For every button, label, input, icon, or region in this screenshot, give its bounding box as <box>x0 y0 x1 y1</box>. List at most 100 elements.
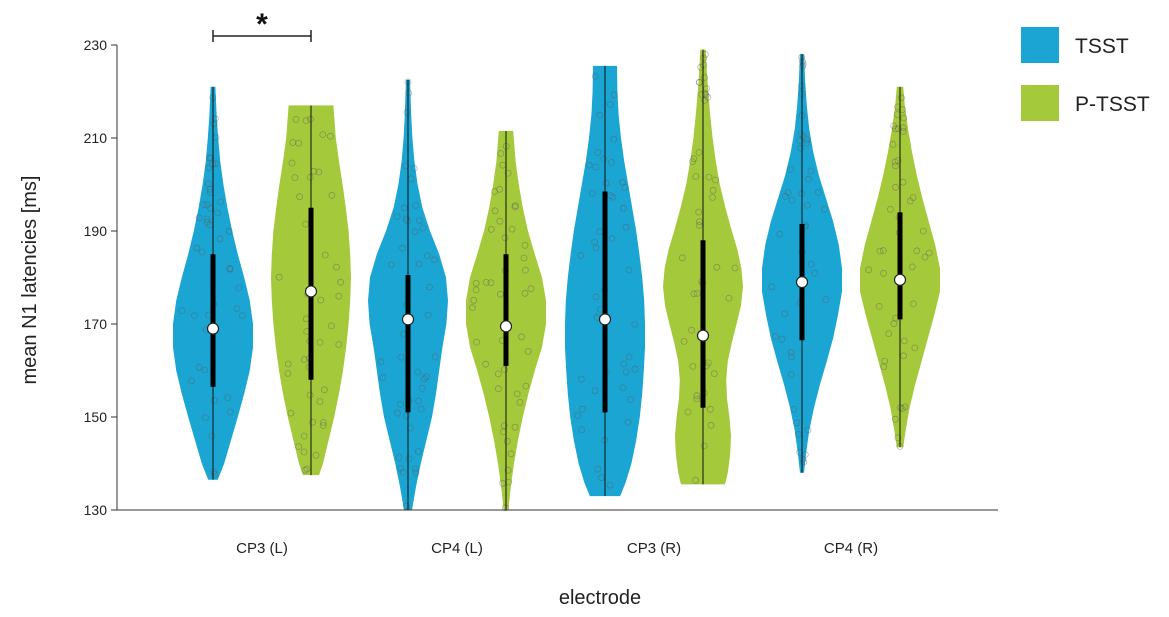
data-point <box>894 125 902 133</box>
data-point <box>335 292 343 300</box>
x-tick-label: CP4 (L) <box>431 540 483 557</box>
data-point <box>619 178 626 186</box>
data-point <box>799 58 806 65</box>
data-point <box>625 266 633 274</box>
data-point <box>885 330 893 338</box>
data-point <box>296 193 304 201</box>
data-point <box>430 256 438 264</box>
data-point <box>178 307 186 315</box>
data-point <box>921 253 929 261</box>
data-point <box>415 260 423 268</box>
data-point <box>709 186 717 194</box>
data-point <box>807 260 815 268</box>
data-point <box>627 396 634 403</box>
data-point <box>527 285 535 293</box>
data-point <box>768 283 776 291</box>
data-point <box>312 451 320 459</box>
data-point <box>501 366 508 374</box>
data-point <box>704 93 712 101</box>
data-point <box>224 394 232 402</box>
data-point <box>710 370 718 378</box>
data-point <box>287 409 295 417</box>
data-point <box>631 320 639 328</box>
data-point <box>319 131 327 139</box>
data-point <box>315 168 323 176</box>
violins <box>173 49 940 512</box>
data-point <box>188 377 196 385</box>
data-point <box>707 421 715 429</box>
data-point <box>501 504 509 512</box>
data-point <box>326 132 334 140</box>
data-point <box>695 79 703 86</box>
data-point <box>210 120 218 128</box>
data-point <box>415 217 423 224</box>
data-point <box>511 202 519 210</box>
data-point <box>335 341 343 348</box>
data-point <box>908 263 916 271</box>
violin-median-marker <box>499 320 513 333</box>
data-point <box>709 193 716 201</box>
data-point <box>894 103 901 111</box>
data-point <box>377 358 385 366</box>
data-point <box>226 264 234 272</box>
data-point <box>713 263 721 271</box>
data-point <box>795 430 802 438</box>
data-point <box>403 108 411 116</box>
data-point <box>689 362 697 370</box>
violin-median-marker <box>696 329 710 342</box>
data-point <box>504 466 512 474</box>
data-point <box>496 290 504 298</box>
data-point <box>594 465 602 473</box>
violin-points <box>768 53 830 466</box>
data-point <box>701 74 708 81</box>
data-point <box>412 465 420 473</box>
data-point <box>470 296 478 304</box>
data-point <box>900 114 908 122</box>
legend-label: P-TSST <box>1075 93 1150 116</box>
data-point <box>190 312 198 320</box>
data-point <box>695 221 703 229</box>
data-point <box>387 261 395 269</box>
data-point <box>208 432 216 440</box>
data-point <box>811 269 818 277</box>
data-point <box>898 405 906 413</box>
data-point <box>631 365 639 373</box>
data-point <box>876 247 884 255</box>
data-point <box>910 300 917 308</box>
data-point <box>887 205 894 213</box>
y-tick-label: 190 <box>84 223 108 239</box>
data-point <box>511 423 519 431</box>
data-point <box>705 173 713 181</box>
data-point <box>706 405 714 413</box>
data-point <box>302 117 310 124</box>
data-point <box>426 283 433 291</box>
data-point <box>201 366 209 374</box>
data-point <box>803 139 810 147</box>
data-point <box>803 136 810 144</box>
data-point <box>684 408 692 416</box>
data-point <box>879 247 887 254</box>
data-point <box>693 395 701 403</box>
data-point <box>198 248 206 256</box>
data-point <box>891 158 899 166</box>
data-point <box>804 201 811 209</box>
data-point <box>494 385 502 393</box>
y-tick-label: 210 <box>84 130 108 146</box>
data-point <box>880 363 888 371</box>
y-tick-label: 170 <box>84 316 108 332</box>
data-point <box>800 458 808 466</box>
data-point <box>900 352 907 360</box>
data-point <box>496 217 504 225</box>
data-point <box>692 476 699 484</box>
data-point <box>690 290 698 298</box>
data-point <box>591 73 599 80</box>
data-point <box>508 225 516 233</box>
data-point <box>700 442 708 450</box>
y-tick-label: 130 <box>84 502 108 518</box>
data-point <box>797 144 804 152</box>
x-tick-label: CP3 (R) <box>627 540 681 557</box>
x-tick-label: CP3 (L) <box>236 540 288 557</box>
data-point <box>410 164 418 172</box>
